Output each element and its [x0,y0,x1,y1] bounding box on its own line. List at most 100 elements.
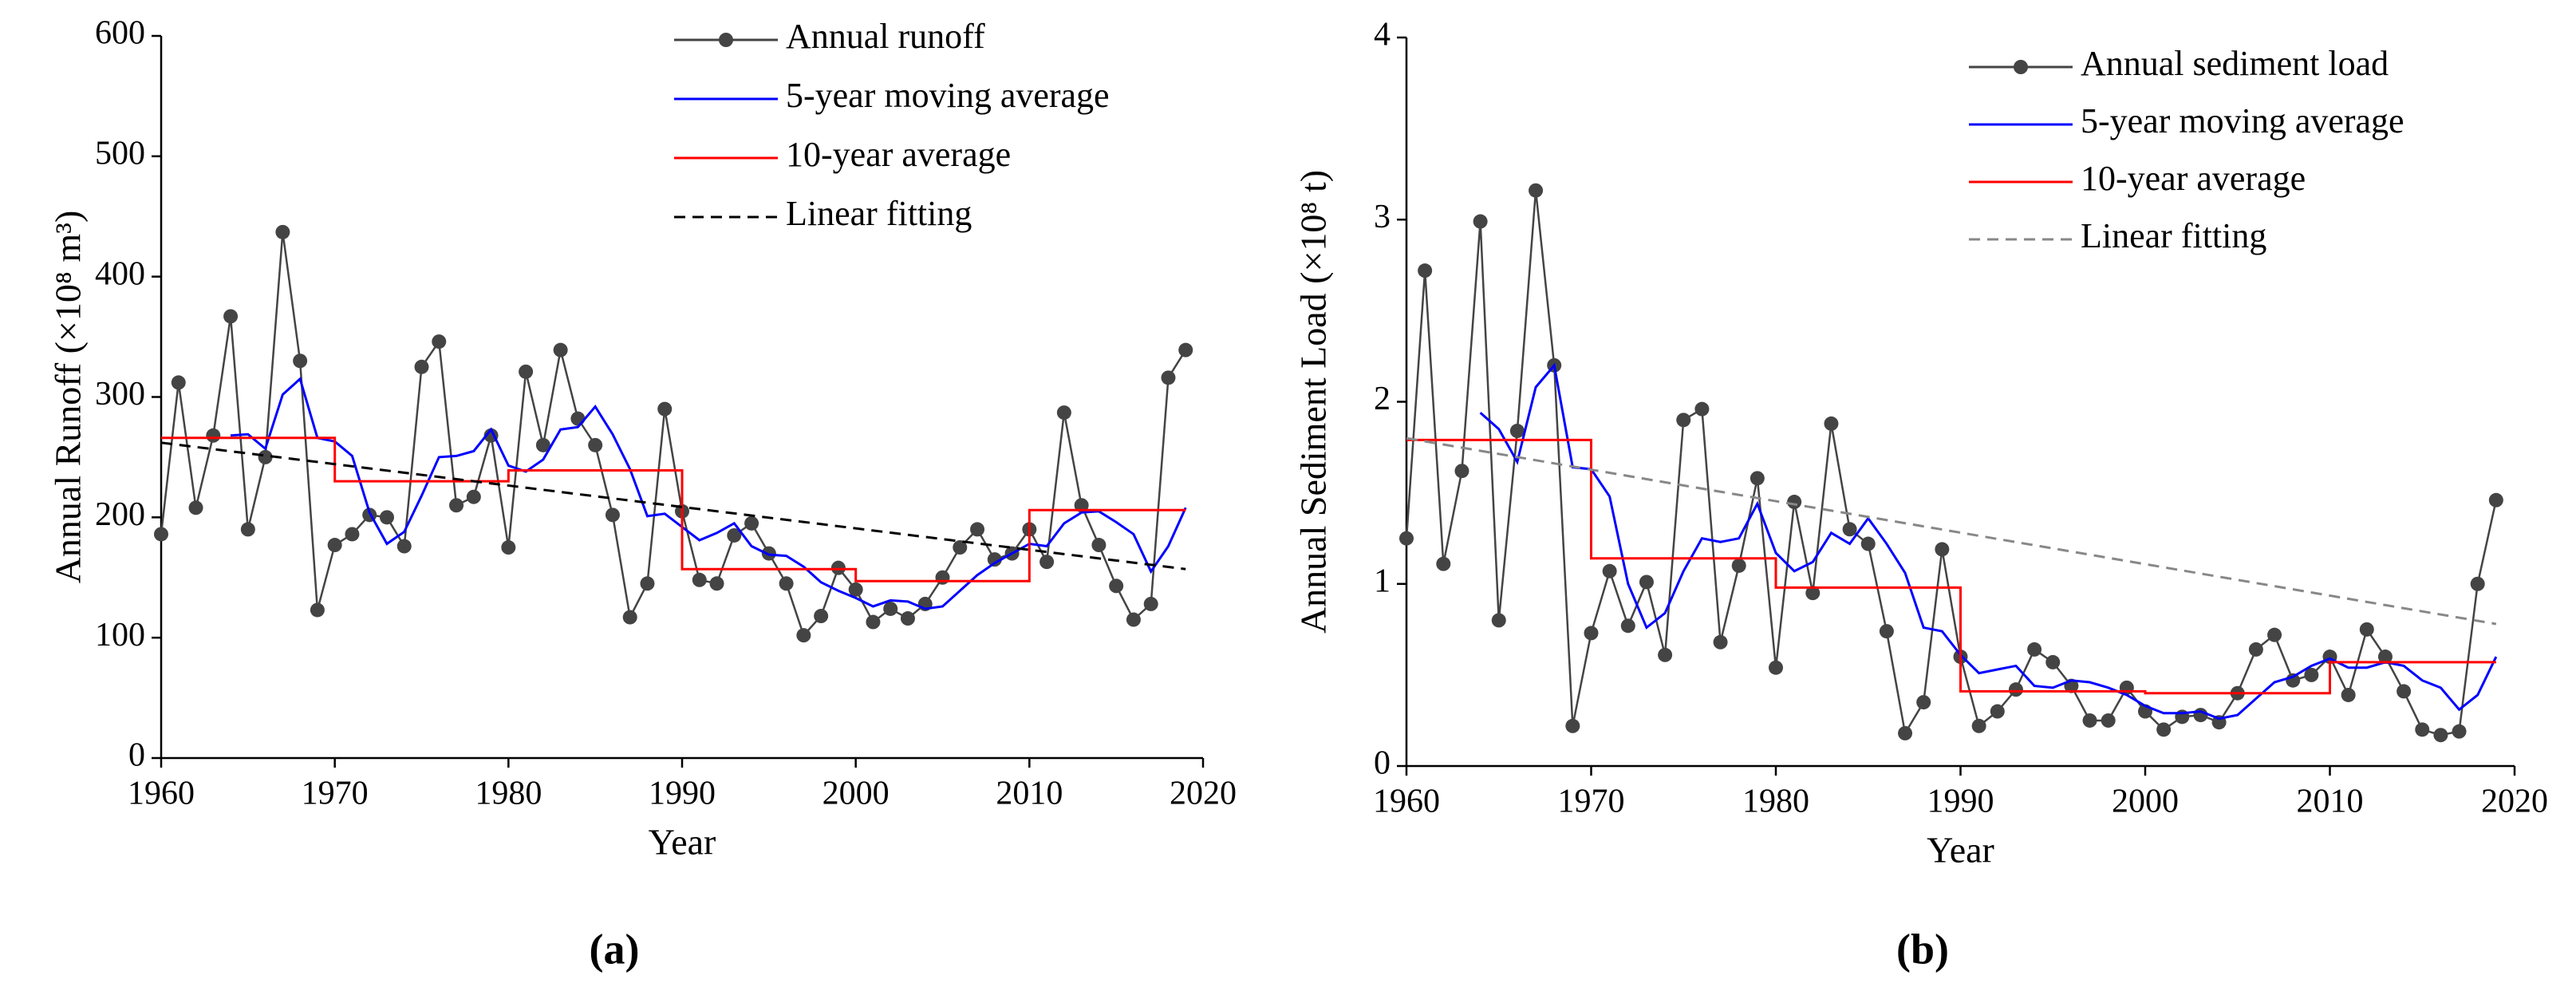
data-point [900,611,915,626]
x-axis-title: Year [649,822,716,863]
data-point [327,538,342,553]
data-point [449,498,464,513]
data-point [1879,624,1894,639]
data-point [1787,495,1802,510]
legend-label: 5-year moving average [2081,101,2404,140]
data-point [744,515,759,531]
data-point [1639,575,1654,590]
data-point [2377,650,2393,665]
x-tick-label: 2000 [2112,784,2179,820]
legend-label: Linear fitting [2081,216,2266,255]
data-point [240,522,255,537]
data-point [414,359,429,374]
series-line [161,436,1186,582]
data-point [2008,682,2023,697]
data-point [1935,542,1950,557]
data-point [553,342,568,357]
y-tick-label: 400 [95,255,145,292]
data-point [657,401,673,417]
data-point [171,375,186,390]
data-point [535,437,550,452]
x-axis-title: Year [1927,830,1994,871]
data-point [1529,183,1544,198]
data-point [1454,464,1469,479]
data-point [396,539,412,554]
data-point [1418,263,1433,278]
legend-label: 10-year average [2081,159,2306,198]
data-point [2433,728,2448,743]
series-line [160,231,1187,638]
data-point [2248,642,2263,657]
data-point [2452,724,2467,739]
data-point [1713,634,1728,650]
panel: 0 100 200 300 400 500 600 1960 1970 1980 1990 2000 2… [48,15,1237,973]
y-tick-label: 3 [1374,199,1391,235]
data-point [692,572,707,587]
data-point [830,560,846,575]
data-point [1824,416,1839,431]
panel-label: (a) [590,925,640,973]
data-point [1620,618,1635,634]
data-point [1731,558,1746,573]
data-point [519,364,534,379]
data-point [501,540,516,555]
data-point [1898,725,1913,740]
data-point [154,527,168,542]
data-point [1491,613,1506,628]
data-point [2341,687,2356,702]
data-point [1805,586,1821,601]
x-tick-label: 2020 [2481,784,2548,820]
data-point [1143,596,1158,611]
y-axis-title: Annual Sediment Load (×10⁸ t) [1293,170,1334,634]
data-point [275,224,290,239]
series-line [160,441,1186,571]
y-tick-label: 0 [1374,745,1391,782]
data-point [293,353,308,369]
series-line [230,377,1187,610]
data-point [1584,626,1599,641]
data-point [866,614,881,630]
data-point [2101,713,2116,728]
data-point [1658,647,1673,662]
y-tick-label: 2 [1374,381,1391,417]
data-point [605,507,620,523]
data-point [1676,413,1691,428]
data-point [1971,718,1986,733]
data-point [588,437,603,452]
data-point [2415,722,2430,737]
legend-label: Annual sediment load [2081,44,2389,83]
y-tick-label: 600 [95,15,145,52]
data-point [223,309,239,324]
y-tick-label: 300 [95,376,145,413]
data-point [1694,401,1710,417]
data-point [640,576,655,591]
data-point [953,540,968,555]
x-tick-label: 2000 [823,776,890,812]
data-point [206,428,221,443]
data-point [883,601,898,616]
data-point [1750,471,1765,486]
data-point [1916,695,1931,710]
data-point [2304,667,2319,682]
data-point [796,628,811,643]
data-point [1509,424,1525,439]
data-point [848,582,863,597]
data-point [709,576,724,591]
data-point [2488,492,2503,507]
panel-label: (b) [1896,925,1949,973]
data-point [622,610,637,625]
data-point [466,489,481,504]
data-point [345,527,360,542]
y-tick-label: 1 [1374,563,1391,599]
x-tick-label: 1990 [649,776,716,812]
data-point [727,527,742,543]
data-point [779,576,794,591]
data-point [1436,556,1451,571]
data-point [2082,713,2097,728]
data-point [987,552,1002,567]
data-point [570,411,586,426]
data-point [1126,612,1141,627]
data-point [2267,627,2282,642]
data-point [1565,718,1580,733]
legend-label: 10-year average [786,135,1011,174]
